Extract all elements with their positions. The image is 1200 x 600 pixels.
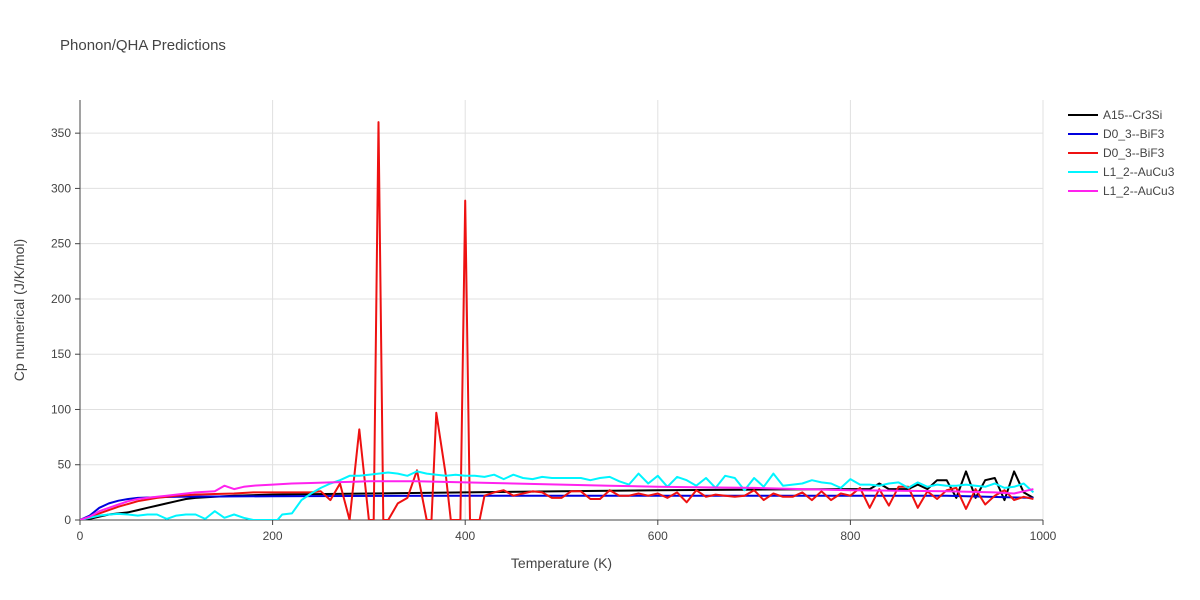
x-tick-label: 1000 <box>1030 529 1057 543</box>
grid <box>80 100 1044 520</box>
x-tick-label: 600 <box>648 529 668 543</box>
y-tick-label: 350 <box>51 126 71 140</box>
chart-title: Phonon/QHA Predictions <box>60 37 226 54</box>
legend-label: A15--Cr3Si <box>1103 108 1162 122</box>
x-tick-label: 200 <box>263 529 283 543</box>
x-tick-label: 400 <box>455 529 475 543</box>
axes: 0 200 400 600 800 1000 0 50 100 150 200 250 300 350 <box>51 100 1057 543</box>
legend-label: D0_3--BiF3 <box>1103 127 1165 141</box>
y-tick-label: 50 <box>58 458 72 472</box>
legend-label: L1_2--AuCu3 <box>1103 184 1175 198</box>
legend-label: L1_2--AuCu3 <box>1103 165 1175 179</box>
legend-item[interactable]: L1_2--AuCu3 <box>1068 184 1175 198</box>
legend-item[interactable]: D0_3--BiF3 <box>1068 127 1165 141</box>
series-line-4 <box>80 480 1034 520</box>
legend[interactable]: A15--Cr3Si D0_3--BiF3 D0_3--BiF3 L1_2--AuCu… <box>1068 108 1175 198</box>
legend-label: D0_3--BiF3 <box>1103 146 1165 160</box>
y-tick-label: 250 <box>51 237 71 251</box>
legend-item[interactable]: A15--Cr3Si <box>1068 108 1162 122</box>
series-line-3 <box>80 470 1035 520</box>
series-line-2 <box>80 121 1034 520</box>
series-layer <box>80 121 1035 520</box>
y-tick-label: 150 <box>51 347 71 361</box>
y-tick-label: 100 <box>51 402 71 416</box>
y-tick-label: 0 <box>64 513 71 527</box>
y-tick-label: 200 <box>51 292 71 306</box>
x-tick-label: 800 <box>840 529 860 543</box>
x-tick-label: 0 <box>77 529 84 543</box>
legend-item[interactable]: D0_3--BiF3 <box>1068 146 1165 160</box>
x-axis-label: Temperature (K) <box>511 555 612 571</box>
y-axis-label: Cp numerical (J/K/mol) <box>11 239 27 381</box>
series-line-0 <box>80 470 1034 520</box>
legend-item[interactable]: L1_2--AuCu3 <box>1068 165 1175 179</box>
y-tick-label: 300 <box>51 181 71 195</box>
